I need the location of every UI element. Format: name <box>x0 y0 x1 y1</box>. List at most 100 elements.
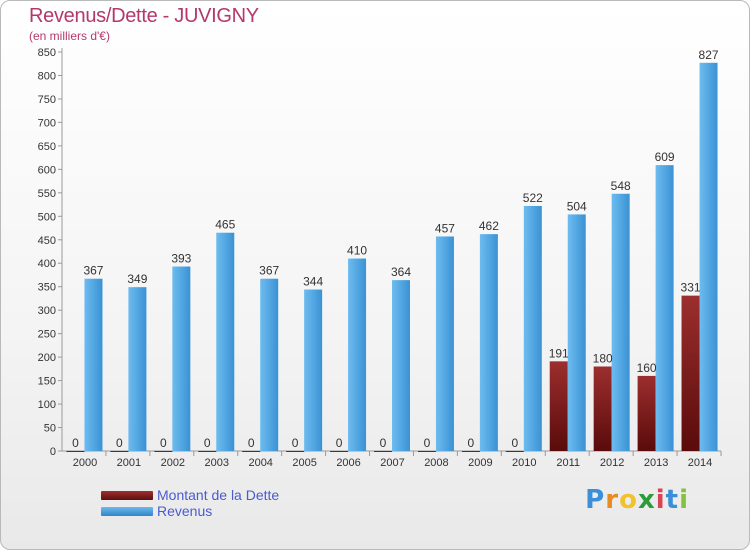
x-tick-label: 2013 <box>644 457 668 469</box>
legend-item-revenue: Revenus <box>101 503 279 519</box>
legend-label-revenue: Revenus <box>157 503 213 519</box>
debt-value-label: 0 <box>72 436 79 450</box>
x-tick-label: 2008 <box>424 457 448 469</box>
y-tick-label: 300 <box>38 305 56 317</box>
chart-bars <box>66 62 718 452</box>
legend-swatch-revenue <box>101 506 153 516</box>
debt-bar <box>681 295 700 451</box>
chart-title: Revenus/Dette - JUVIGNY <box>29 5 259 27</box>
debt-value-label: 0 <box>468 436 475 450</box>
chart-subtitle: (en milliers d'€) <box>29 29 110 43</box>
y-tick-label: 850 <box>38 47 56 59</box>
revenue-bar <box>172 266 191 451</box>
debt-value-label: 0 <box>160 436 167 450</box>
x-tick-label: 2005 <box>292 457 316 469</box>
revenue-bar <box>348 258 367 451</box>
debt-value-label: 180 <box>593 352 613 366</box>
revenue-bar <box>304 289 323 451</box>
x-tick-label: 2000 <box>73 457 97 469</box>
y-tick-label: 100 <box>38 399 56 411</box>
y-tick-label: 400 <box>38 258 56 270</box>
debt-bar <box>198 451 217 452</box>
debt-bar <box>461 451 480 452</box>
debt-bar <box>110 451 129 452</box>
x-tick-label: 2014 <box>688 457 712 469</box>
revenue-value-label: 367 <box>259 264 279 278</box>
revenue-bar <box>699 62 718 451</box>
revenue-value-label: 548 <box>611 179 631 193</box>
debt-value-label: 0 <box>380 436 387 450</box>
revenue-value-label: 367 <box>83 264 103 278</box>
legend: Montant de la Dette Revenus <box>101 487 279 519</box>
debt-bar <box>417 451 436 452</box>
debt-bar <box>286 451 305 452</box>
legend-label-debt: Montant de la Dette <box>157 487 280 503</box>
x-tick-label: 2010 <box>512 457 536 469</box>
x-tick-label: 2011 <box>556 457 580 469</box>
revenue-bar <box>611 193 630 451</box>
debt-value-label: 0 <box>248 436 255 450</box>
y-tick-label: 200 <box>38 352 56 364</box>
revenue-bar <box>216 232 235 451</box>
y-tick-label: 550 <box>38 188 56 200</box>
debt-bar <box>154 451 173 452</box>
debt-bar <box>637 375 656 451</box>
y-tick-label: 650 <box>38 141 56 153</box>
debt-bar <box>593 366 612 451</box>
revenue-bar <box>435 236 454 451</box>
revenue-value-label: 504 <box>567 199 587 213</box>
y-tick-label: 0 <box>50 446 56 458</box>
revenue-bar <box>84 278 103 451</box>
x-tick-label: 2009 <box>468 457 492 469</box>
y-tick-label: 750 <box>38 94 56 106</box>
revenue-value-label: 457 <box>435 221 455 235</box>
revenue-value-label: 465 <box>215 218 235 232</box>
revenue-value-label: 344 <box>303 275 323 289</box>
debt-bar <box>374 451 392 452</box>
revenue-bar <box>128 287 147 451</box>
revenue-bar <box>392 280 410 451</box>
y-tick-label: 600 <box>38 164 56 176</box>
revenue-value-label: 364 <box>391 265 411 279</box>
revenue-value-label: 522 <box>523 191 543 205</box>
debt-value-label: 0 <box>292 436 299 450</box>
y-tick-label: 500 <box>38 211 56 223</box>
x-tick-label: 2012 <box>600 457 624 469</box>
y-tick-label: 450 <box>38 235 56 247</box>
y-tick-label: 250 <box>38 329 56 341</box>
y-tick-label: 350 <box>38 282 56 294</box>
debt-bar <box>242 451 261 452</box>
debt-value-label: 0 <box>424 436 431 450</box>
revenue-value-label: 827 <box>699 48 719 62</box>
x-tick-label: 2003 <box>205 457 229 469</box>
debt-value-label: 331 <box>681 281 701 295</box>
revenue-bar <box>479 234 498 451</box>
debt-value-label: 191 <box>549 346 569 360</box>
x-tick-label: 2002 <box>161 457 185 469</box>
proxiti-logo: Proxiti <box>585 485 689 515</box>
x-tick-label: 2001 <box>117 457 141 469</box>
revenue-value-label: 393 <box>171 252 191 266</box>
revenue-value-label: 349 <box>127 272 147 286</box>
revenue-value-label: 462 <box>479 219 499 233</box>
revenue-value-label: 410 <box>347 244 367 258</box>
revenue-bar <box>655 165 674 451</box>
x-tick-label: 2006 <box>336 457 360 469</box>
x-tick-label: 2004 <box>248 457 272 469</box>
revenue-bar <box>260 278 279 451</box>
debt-bar <box>505 451 524 452</box>
debt-value-label: 0 <box>511 436 518 450</box>
y-tick-label: 50 <box>44 423 56 435</box>
x-tick-label: 2007 <box>380 457 404 469</box>
debt-bar <box>66 451 85 452</box>
debt-value-label: 0 <box>204 436 211 450</box>
revenue-value-label: 609 <box>655 150 675 164</box>
chart-value-labels: 0 367 0 349 0 393 0 465 0 367 0 344 0 410 0 364 0 457 0 462… <box>72 48 719 450</box>
y-tick-label: 150 <box>38 376 56 388</box>
debt-bar <box>330 451 349 452</box>
y-tick-label: 800 <box>38 70 56 82</box>
revenue-bar <box>567 214 586 451</box>
debt-value-label: 0 <box>116 436 123 450</box>
